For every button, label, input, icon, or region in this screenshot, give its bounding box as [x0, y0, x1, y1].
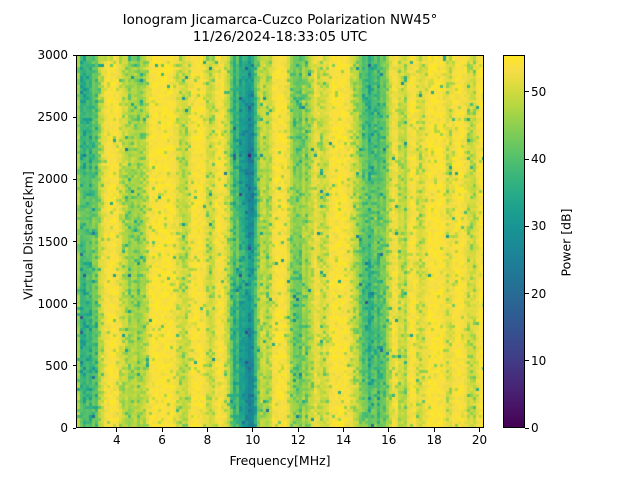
y-tick — [72, 427, 76, 429]
colorbar-label: Power [dB] — [558, 208, 574, 277]
colorbar-gradient — [504, 56, 524, 427]
y-tick — [72, 178, 76, 180]
y-tick-label: 500 — [45, 358, 68, 373]
colorbar-tick-label: 50 — [531, 84, 547, 99]
y-tick-label: 2500 — [37, 110, 68, 125]
x-tick-label: 6 — [158, 433, 166, 447]
y-tick-label: 2000 — [37, 172, 68, 187]
y-tick-label: 1500 — [37, 234, 68, 249]
colorbar-tick-label: 10 — [531, 353, 547, 368]
colorbar-tick-label: 30 — [531, 219, 547, 234]
y-tick — [72, 54, 76, 56]
chart-title: Ionogram Jicamarca-Cuzco Polarization NW… — [122, 12, 438, 45]
y-tick — [72, 365, 76, 367]
y-tick-label: 0 — [60, 421, 68, 435]
y-tick — [72, 303, 76, 305]
x-tick-label: 10 — [245, 433, 261, 447]
x-tick-label: 8 — [203, 433, 212, 447]
x-tick — [206, 428, 208, 432]
x-tick-label: 4 — [112, 433, 121, 447]
colorbar-tick — [525, 293, 529, 295]
x-tick — [252, 428, 254, 432]
colorbar-tick-label: 20 — [531, 286, 547, 301]
x-tick — [116, 428, 118, 432]
x-tick-label: 14 — [335, 433, 352, 447]
heatmap-axes — [76, 55, 484, 428]
x-tick — [161, 428, 163, 432]
x-tick-label: 12 — [290, 433, 306, 447]
y-tick — [72, 241, 76, 242]
y-tick-label: 3000 — [37, 48, 68, 62]
x-tick — [297, 428, 299, 432]
ionogram-heatmap — [77, 56, 483, 427]
x-tick-label: 16 — [381, 433, 397, 447]
colorbar-tick — [525, 427, 529, 429]
colorbar — [503, 55, 525, 428]
colorbar-tick — [525, 360, 529, 362]
y-tick — [72, 116, 76, 118]
colorbar-tick — [525, 158, 529, 160]
x-tick-label: 20 — [471, 433, 488, 447]
x-tick-label: 18 — [426, 433, 442, 447]
colorbar-tick — [525, 225, 529, 227]
x-tick — [478, 428, 480, 432]
x-axis-label: Frequency[MHz] — [229, 453, 331, 468]
x-tick — [388, 428, 390, 432]
x-tick — [342, 428, 344, 432]
colorbar-tick-label: 40 — [531, 152, 547, 167]
y-tick-label: 1000 — [37, 296, 68, 311]
colorbar-tick — [525, 91, 529, 93]
colorbar-tick-label: 0 — [531, 421, 539, 435]
x-tick — [433, 428, 435, 432]
